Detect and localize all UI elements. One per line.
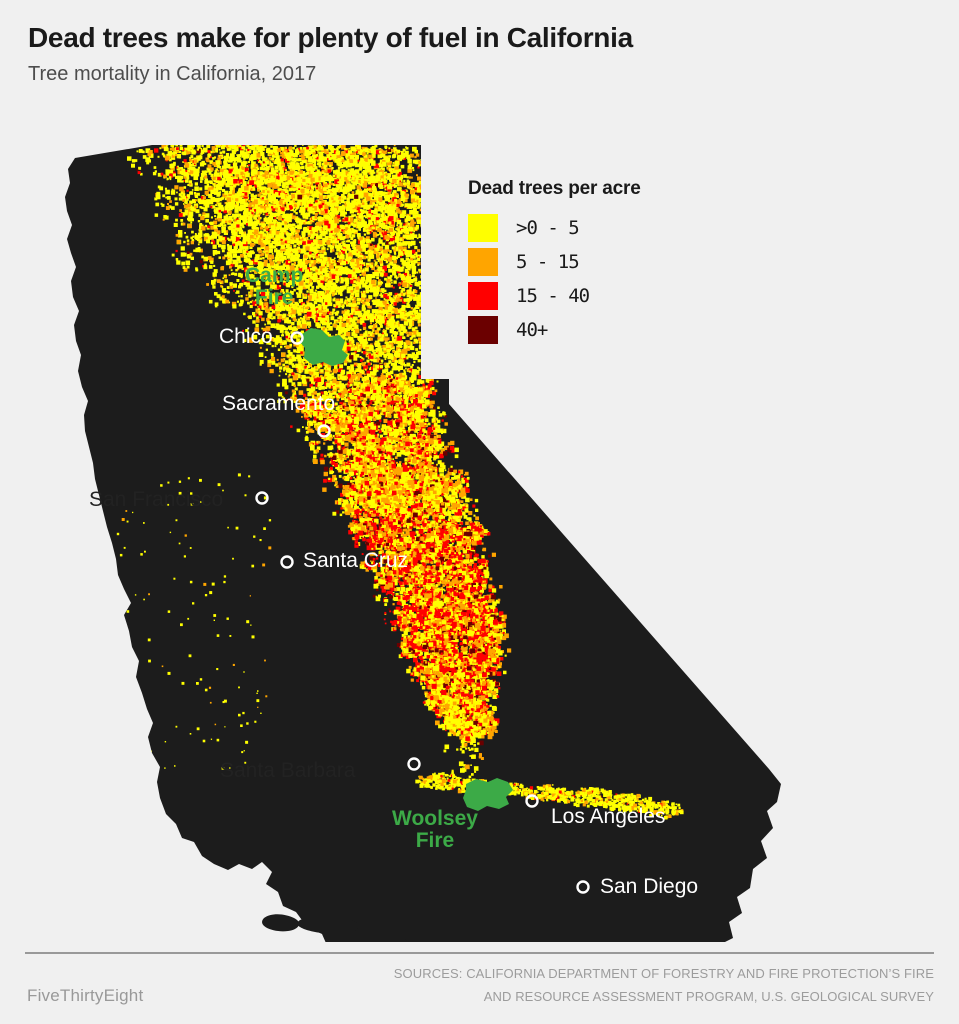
city-label: Santa Barbara (220, 760, 355, 781)
legend-swatch (468, 248, 498, 276)
fire-label-line-2: Fire (245, 286, 303, 309)
legend-swatch (468, 316, 498, 344)
footer-sources-line-1: Sources: California Department of Forest… (314, 963, 934, 986)
channel-islands (262, 914, 409, 942)
fire-label: Woolsey Fire (392, 808, 478, 852)
city-marker (407, 757, 421, 771)
fire-label-line-1: Woolsey (392, 808, 478, 830)
city-label: San Francisco (89, 489, 223, 510)
fire-perimeter-polygon (463, 778, 513, 811)
header: Dead trees make for plenty of fuel in Ca… (28, 22, 928, 87)
fire-perimeter-layer (300, 328, 513, 811)
legend-label: 40+ (516, 319, 548, 341)
fire-perimeter-polygon (300, 328, 348, 366)
page-title: Dead trees make for plenty of fuel in Ca… (28, 22, 928, 54)
city-label: Chico (219, 326, 273, 347)
city-marker (525, 794, 539, 808)
footer-sources: Sources: California Department of Forest… (314, 963, 934, 1009)
footer-brand: FiveThirtyEight (27, 986, 143, 1006)
legend-label: 15 - 40 (516, 285, 590, 307)
tree-mortality-layer (111, 145, 684, 820)
legend-label: 5 - 15 (516, 251, 580, 273)
island (297, 915, 359, 935)
city-marker (255, 491, 269, 505)
city-label: Sacramento (222, 393, 335, 414)
city-marker (576, 880, 590, 894)
city-label: Santa Cruz (303, 550, 408, 571)
city-label: Los Angeles (551, 806, 665, 827)
city-marker (280, 555, 294, 569)
california-map: Chico Sacramento San Francisco Santa Cruz Sa… (0, 112, 959, 942)
footer-divider (25, 952, 934, 954)
fire-label-line-2: Fire (392, 829, 478, 852)
island (378, 936, 409, 942)
legend-item: 15 - 40 (468, 280, 718, 312)
legend-swatch (468, 282, 498, 310)
legend-item: >0 - 5 (468, 212, 718, 244)
legend-rows: >0 - 5 5 - 15 15 - 40 40+ (468, 212, 718, 346)
legend-item: 5 - 15 (468, 246, 718, 278)
island (262, 914, 300, 932)
city-marker (290, 331, 304, 345)
footer-sources-line-2: and Resource Assessment Program, U.S. Ge… (314, 986, 934, 1009)
city-marker (317, 424, 331, 438)
city-label: San Diego (600, 876, 698, 897)
legend-swatch (468, 214, 498, 242)
legend-title: Dead trees per acre (468, 178, 718, 200)
legend-label: >0 - 5 (516, 217, 580, 239)
legend: Dead trees per acre >0 - 5 5 - 15 15 - 40 4… (468, 178, 718, 348)
map-svg (65, 145, 781, 942)
city-marker-layer (255, 331, 590, 894)
fire-label: Camp Fire (245, 265, 303, 309)
legend-item: 40+ (468, 314, 718, 346)
page-subtitle: Tree mortality in California, 2017 (28, 61, 928, 87)
fire-label-line-1: Camp (245, 265, 303, 287)
